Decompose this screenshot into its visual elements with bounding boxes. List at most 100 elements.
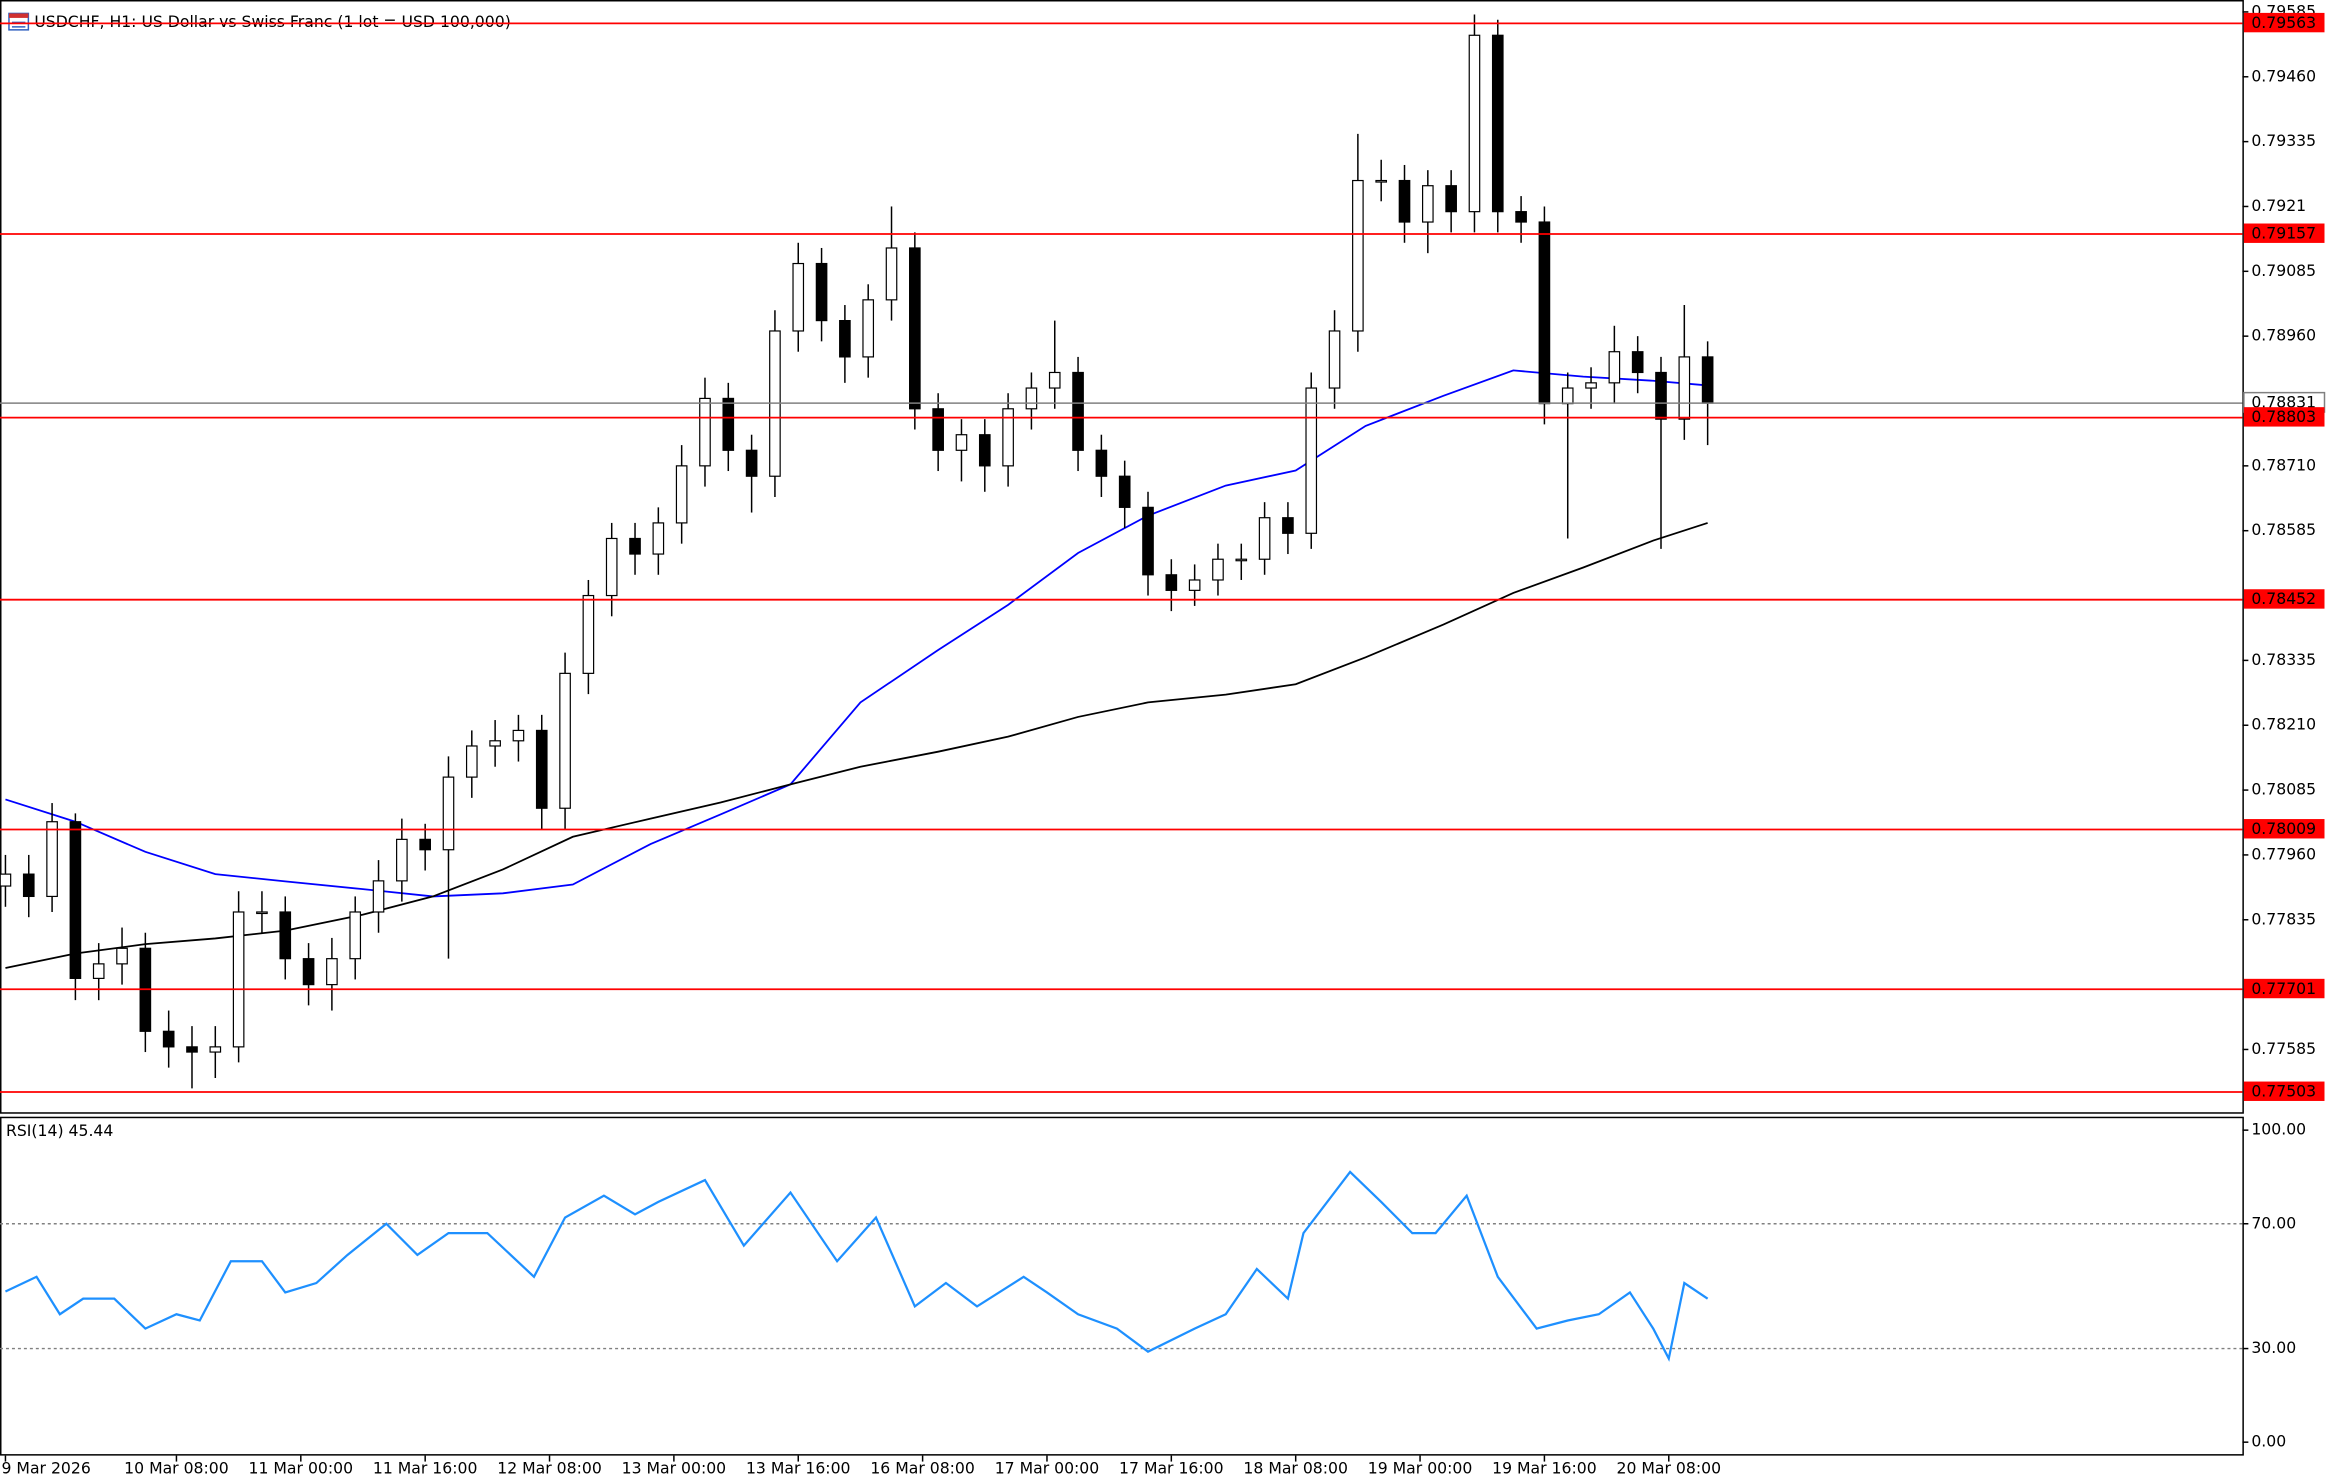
current-price-label: 0.78831 [2251,393,2316,412]
level-label: 0.79563 [2251,13,2316,32]
level-box [2243,12,2325,33]
y-tick-label: 30.00 [2251,1338,2296,1357]
candle-body [1282,517,1294,534]
candle-body [209,1046,222,1053]
candle-body [92,963,105,979]
candle-body [162,1030,175,1048]
candle-body [302,958,315,986]
candle-body [978,434,991,467]
candle-body [1072,371,1084,451]
candle-body [1561,387,1574,405]
candle-body [1048,371,1061,389]
candle-body [1235,558,1248,562]
candle-body [372,880,385,913]
x-tick-label: 11 Mar 16:00 [373,1459,478,1478]
x-tick-label: 17 Mar 00:00 [995,1459,1100,1478]
candle-body [722,397,735,451]
candle-body [699,397,711,467]
x-tick-label: 20 Mar 08:00 [1617,1459,1722,1478]
candle-body [862,299,875,358]
candle-body [1608,351,1621,384]
y-tick-label: 0.78335 [2251,650,2316,669]
candle-body [1002,408,1014,467]
candle-body [885,247,898,301]
candle-body [396,838,408,882]
candle-body [629,537,641,555]
rsi-line [4,1170,1709,1362]
y-tick-label: 0.79460 [2251,66,2316,85]
y-tick-label: 0.78210 [2251,715,2316,734]
candle-body [1212,558,1224,581]
main-pane-frame [0,0,2244,1114]
candle-body [955,434,968,451]
y-tick-label: 100.00 [2251,1120,2306,1139]
y-tick-label: 0.78960 [2251,326,2316,345]
y-tick-label: 0.79335 [2251,131,2316,150]
x-tick-label: 13 Mar 16:00 [746,1459,851,1478]
candle-body [932,408,944,451]
level-box [2243,589,2325,609]
candle-body [1165,574,1178,591]
candle-body [1678,356,1691,420]
candle-body [46,821,58,898]
candle-body [1445,185,1457,213]
y-tick-label: 0.78085 [2251,780,2316,799]
candle-body [815,262,828,322]
candle-body [1025,387,1038,410]
x-tick-label: 12 Mar 08:00 [497,1459,602,1478]
candle-body [489,740,501,747]
candle-body [1118,475,1131,508]
chart-title: USDCHF, H1: US Dollar vs Swiss Franc (1 … [34,12,510,31]
candle-body [1328,330,1341,389]
candle-body [69,821,82,979]
x-tick-label: 16 Mar 08:00 [870,1459,975,1478]
level-label: 0.78452 [2251,589,2316,608]
candle-body [559,672,571,809]
symbol-icon [8,12,30,31]
y-tick-label: 70.00 [2251,1213,2296,1232]
candle-body [1095,449,1108,477]
candle-body [512,729,525,742]
candle-body [186,1046,198,1053]
candle-body [582,594,595,674]
candle-body [1258,517,1271,560]
y-tick-label: 0.77960 [2251,844,2316,863]
y-tick-label: 0.00 [2251,1432,2286,1451]
level-label: 0.79157 [2251,223,2316,242]
moving-average [5,369,1708,898]
candle-body [1491,34,1504,213]
y-tick-label: 0.78585 [2251,520,2316,539]
candle-body [279,911,292,960]
candle-body [605,537,618,597]
candle-body [675,465,688,524]
candle-body [1701,356,1714,404]
x-tick-label: 9 Mar 2026 [2,1459,91,1478]
level-box [2243,223,2325,243]
level-box [2243,1081,2325,1101]
level-label: 0.77701 [2251,979,2316,998]
x-tick-label: 10 Mar 08:00 [124,1459,229,1478]
y-tick-label: 0.79085 [2251,261,2316,280]
candle-body [1188,579,1201,591]
candle-body [1305,387,1318,534]
y-tick-label: 0.77585 [2251,1039,2316,1058]
rsi-pane-frame [0,1116,2244,1456]
candle-body [1631,351,1644,374]
rsi-title: RSI(14) 45.44 [6,1121,113,1140]
candle-body [1375,179,1388,183]
level-label: 0.78009 [2251,819,2316,838]
y-tick-label: 0.7921 [2251,196,2306,215]
x-tick-label: 13 Mar 00:00 [622,1459,727,1478]
level-box [2243,978,2325,999]
level-box [2243,407,2325,427]
candle-body [442,776,455,851]
candle-body [256,911,268,915]
candle-body [792,262,805,332]
candle-body [909,247,921,410]
candle-body [232,911,245,1048]
candle-body [1352,179,1364,332]
y-tick-label: 0.77835 [2251,909,2316,928]
candle-body [419,838,431,851]
